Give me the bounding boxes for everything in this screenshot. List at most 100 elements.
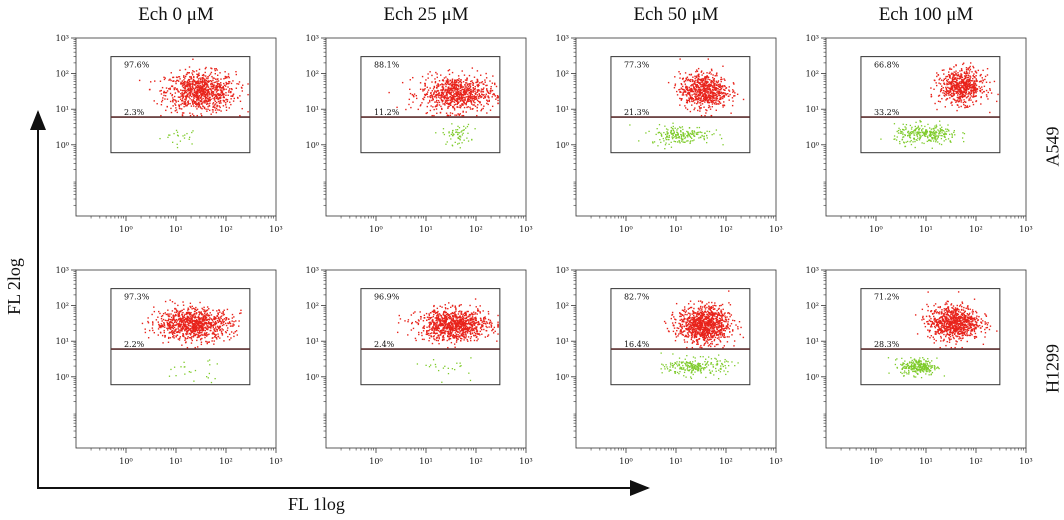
- negative-point: [908, 133, 910, 135]
- negative-point: [678, 126, 681, 128]
- positive-point: [226, 100, 229, 103]
- positive-point: [430, 96, 432, 99]
- positive-point: [440, 95, 442, 97]
- positive-point: [184, 100, 186, 103]
- negative-point: [454, 141, 456, 143]
- positive-point: [709, 78, 711, 81]
- negative-point: [652, 141, 654, 143]
- negative-point: [207, 377, 209, 379]
- negative-point: [899, 132, 901, 134]
- positive-point: [436, 90, 439, 92]
- negative-point: [686, 134, 689, 137]
- positive-point: [464, 90, 466, 93]
- positive-point: [455, 88, 458, 91]
- positive-point: [712, 96, 714, 99]
- positive-point: [453, 93, 456, 95]
- positive-point: [193, 101, 196, 104]
- negative-point: [680, 134, 683, 136]
- negative-point: [175, 374, 177, 377]
- positive-point: [714, 93, 717, 95]
- positive-point: [491, 89, 494, 92]
- negative-point: [462, 132, 464, 134]
- positive-point: [205, 83, 207, 85]
- positive-point: [695, 79, 697, 82]
- positive-point: [967, 92, 970, 95]
- negative-point: [939, 132, 941, 134]
- positive-point: [687, 79, 689, 82]
- negative-point: [935, 133, 937, 135]
- positive-point: [464, 92, 466, 94]
- positive-point: [717, 91, 720, 93]
- positive-point: [227, 82, 229, 85]
- positive-point: [201, 323, 204, 326]
- positive-point: [423, 89, 425, 91]
- positive-point: [181, 100, 184, 102]
- positive-point: [469, 84, 471, 87]
- positive-point: [185, 85, 187, 88]
- positive-point: [964, 104, 966, 107]
- positive-point: [178, 104, 180, 106]
- positive-point: [975, 84, 977, 86]
- negative-point: [652, 142, 654, 144]
- positive-point: [205, 319, 208, 321]
- positive-point: [488, 100, 490, 103]
- x-tick-label: 10³: [769, 225, 782, 234]
- positive-point: [485, 77, 488, 79]
- positive-point: [209, 322, 211, 324]
- positive-point: [460, 79, 462, 81]
- positive-point: [706, 91, 709, 93]
- positive-point: [247, 83, 249, 85]
- positive-point: [204, 312, 206, 314]
- positive-point: [473, 99, 475, 102]
- positive-point: [939, 90, 942, 93]
- positive-point: [708, 104, 710, 107]
- positive-point: [174, 329, 176, 332]
- positive-point: [436, 84, 438, 87]
- positive-point: [170, 326, 172, 328]
- positive-point: [182, 335, 184, 337]
- positive-point: [186, 346, 189, 349]
- negative-point: [687, 133, 690, 136]
- positive-point: [934, 102, 936, 105]
- positive-point: [207, 334, 209, 336]
- positive-point: [184, 95, 187, 98]
- negative-point: [936, 125, 938, 128]
- positive-point: [476, 81, 478, 84]
- positive-point: [173, 99, 175, 101]
- positive-point: [213, 333, 216, 336]
- positive-point: [716, 72, 718, 74]
- positive-point: [447, 106, 449, 108]
- negative-point: [931, 147, 933, 149]
- positive-point: [196, 325, 198, 328]
- positive-point: [191, 305, 193, 308]
- negative-point: [909, 124, 912, 127]
- positive-point: [966, 105, 969, 107]
- positive-point: [715, 89, 717, 92]
- negative-point: [921, 134, 923, 137]
- positive-point: [160, 114, 162, 117]
- positive-point: [191, 91, 193, 93]
- positive-point: [180, 327, 182, 330]
- positive-point: [478, 95, 480, 98]
- positive-point: [209, 80, 212, 82]
- positive-point: [168, 326, 171, 328]
- x-axis-label: FL 1log: [288, 494, 345, 514]
- positive-point: [706, 96, 708, 98]
- positive-point: [719, 98, 722, 100]
- gate-box: [860, 56, 1001, 154]
- positive-point: [486, 100, 489, 102]
- positive-point: [187, 79, 189, 82]
- positive-point: [197, 78, 200, 80]
- negative-point: [448, 135, 451, 137]
- positive-point: [485, 93, 487, 95]
- positive-point: [178, 325, 180, 327]
- positive-point: [951, 82, 953, 84]
- positive-point: [160, 104, 163, 106]
- negative-point: [933, 137, 936, 139]
- positive-point: [685, 101, 688, 104]
- positive-point: [199, 324, 201, 327]
- positive-point: [478, 90, 480, 92]
- positive-point: [213, 77, 215, 79]
- negative-point: [930, 128, 933, 130]
- negative-point: [684, 141, 686, 143]
